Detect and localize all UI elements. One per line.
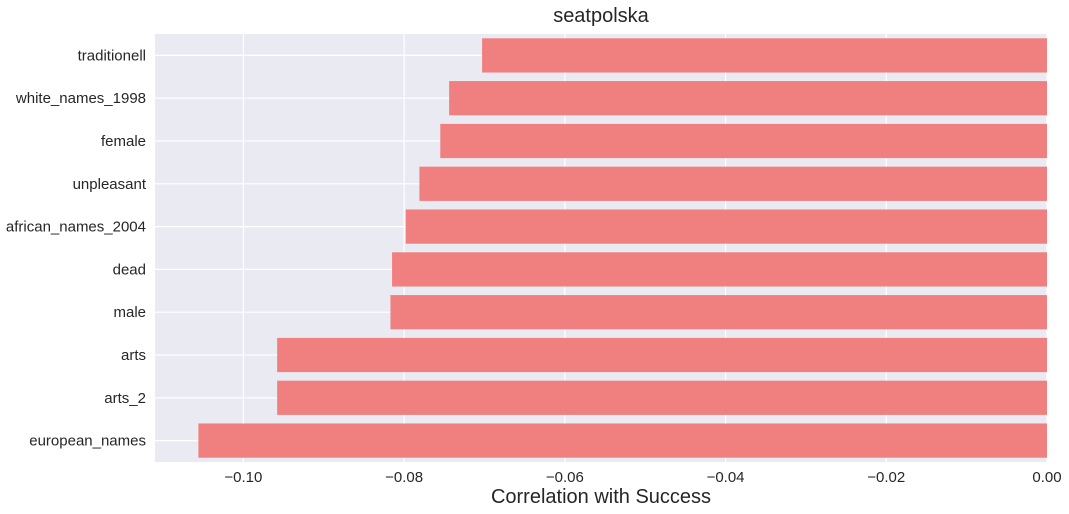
x-tick-label: −0.06 (546, 469, 584, 486)
bar-female (440, 123, 1047, 159)
bar-dead (392, 252, 1047, 287)
bars (198, 38, 1048, 458)
bar-unpleasant (419, 166, 1047, 201)
y-tick-label: white_names_1998 (15, 90, 146, 107)
y-tick-label: female (101, 133, 146, 150)
bar-white-names-1998 (449, 81, 1048, 116)
chart-title: seatpolska (553, 5, 649, 27)
bar-european-names (198, 423, 1047, 458)
bar-male (390, 295, 1048, 330)
y-tick-label: african_names_2004 (6, 219, 146, 236)
x-tick-label: 0.00 (1032, 469, 1061, 486)
bar-arts (277, 337, 1048, 373)
x-tick-label: −0.02 (867, 469, 905, 486)
x-tick-label: −0.10 (224, 469, 262, 486)
x-axis-title: Correlation with Success (491, 486, 711, 508)
x-tick-label: −0.04 (707, 469, 745, 486)
bar-arts-2 (277, 380, 1048, 415)
y-tick-label: male (113, 304, 146, 321)
y-tick-label: arts_2 (104, 390, 146, 407)
y-tick-label: arts (121, 347, 146, 364)
x-tick-labels: −0.10 −0.08 −0.06 −0.04 −0.02 0.00 (224, 469, 1061, 486)
bar-traditionell (482, 38, 1048, 73)
y-tick-label: traditionell (78, 47, 146, 64)
x-tick-label: −0.08 (385, 469, 423, 486)
y-tick-label: european_names (29, 433, 146, 450)
y-tick-label: unpleasant (73, 176, 147, 193)
y-tick-label: dead (113, 261, 146, 278)
bar-african-names-2004 (405, 209, 1047, 244)
